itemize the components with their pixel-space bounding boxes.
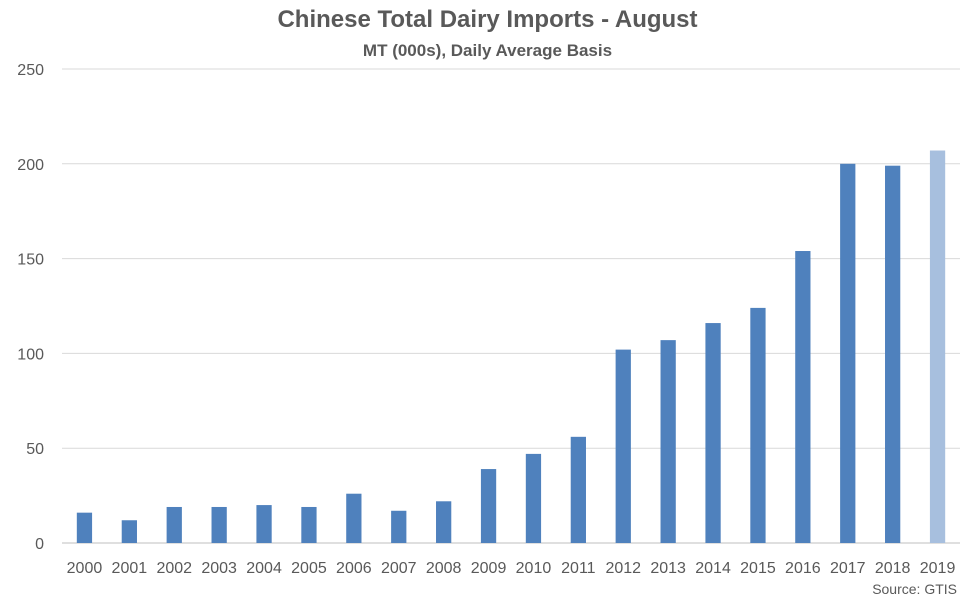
x-tick-label: 2019 bbox=[920, 560, 956, 577]
bar-2011 bbox=[570, 436, 586, 543]
bar-2019 bbox=[929, 150, 946, 543]
bar-2006 bbox=[346, 493, 362, 543]
x-tick-label: 2009 bbox=[471, 560, 507, 577]
x-tick-label: 2006 bbox=[336, 560, 372, 577]
x-tick-label: 2013 bbox=[650, 560, 686, 577]
bar-2001 bbox=[121, 520, 137, 543]
source-note: Source: GTIS bbox=[872, 581, 957, 597]
bar-2002 bbox=[166, 506, 182, 543]
x-tick-label: 2000 bbox=[67, 560, 103, 577]
x-tick-label: 2007 bbox=[381, 560, 417, 577]
bar-2005 bbox=[301, 506, 317, 543]
y-tick-label: 200 bbox=[17, 157, 44, 174]
bar-2003 bbox=[211, 506, 227, 543]
bar-2007 bbox=[391, 510, 407, 543]
y-tick-label: 50 bbox=[26, 441, 44, 458]
bar-2014 bbox=[705, 323, 721, 543]
x-tick-label: 2008 bbox=[426, 560, 462, 577]
x-tick-label: 2015 bbox=[740, 560, 776, 577]
chart-title: Chinese Total Dairy Imports - August bbox=[277, 6, 698, 33]
y-tick-label: 250 bbox=[17, 62, 44, 79]
bar-2004 bbox=[256, 505, 272, 543]
bar-2013 bbox=[660, 340, 676, 543]
x-tick-label: 2011 bbox=[561, 560, 596, 577]
x-tick-label: 2010 bbox=[516, 560, 552, 577]
bars bbox=[76, 150, 946, 544]
bar-2010 bbox=[525, 453, 542, 543]
x-tick-label: 2003 bbox=[201, 560, 237, 577]
x-tick-label: 2001 bbox=[112, 560, 148, 577]
x-tick-label: 2004 bbox=[246, 560, 282, 577]
bar-2016 bbox=[795, 251, 811, 544]
y-axis-ticks: 0 50 100 150 200 250 bbox=[17, 62, 44, 553]
x-tick-label: 2014 bbox=[695, 560, 731, 577]
bar-2009 bbox=[480, 469, 497, 543]
x-axis-ticks: 2000 2001 2002 2003 2004 2005 2006 2007 2008 2009… bbox=[67, 560, 956, 577]
bar-2012 bbox=[615, 349, 631, 543]
y-tick-label: 0 bbox=[35, 536, 44, 553]
chart-subtitle: MT (000s), Daily Average Basis bbox=[362, 41, 613, 60]
bar-2000 bbox=[76, 512, 93, 543]
y-tick-label: 150 bbox=[17, 252, 44, 269]
x-tick-label: 2016 bbox=[785, 560, 821, 577]
bar-2017 bbox=[840, 163, 856, 544]
gridlines bbox=[62, 68, 960, 544]
x-tick-label: 2017 bbox=[830, 560, 866, 577]
x-tick-label: 2018 bbox=[875, 560, 911, 577]
x-tick-label: 2002 bbox=[156, 560, 192, 577]
x-tick-label: 2005 bbox=[291, 560, 327, 577]
bar-2018 bbox=[885, 165, 901, 544]
bar-2015 bbox=[750, 307, 766, 543]
bar-2008 bbox=[436, 501, 452, 543]
y-tick-label: 100 bbox=[17, 346, 44, 363]
x-tick-label: 2012 bbox=[605, 560, 641, 577]
